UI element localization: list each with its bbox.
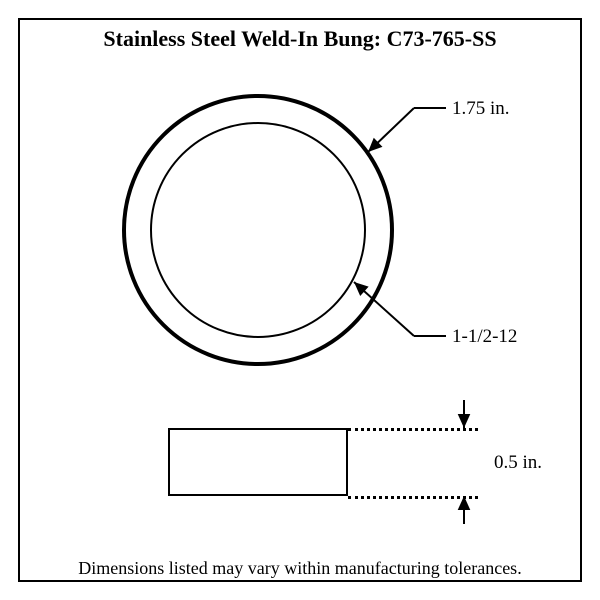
extension-line-bottom <box>348 496 478 499</box>
extension-line-top <box>348 428 478 431</box>
side-view-rect <box>168 428 348 496</box>
drawing-title: Stainless Steel Weld-In Bung: C73-765-SS <box>0 26 600 52</box>
height-label: 0.5 in. <box>494 452 542 474</box>
top-view-inner-circle <box>150 122 366 338</box>
thread-spec-label: 1-1/2-12 <box>452 326 517 348</box>
page: Stainless Steel Weld-In Bung: C73-765-SS… <box>0 0 600 600</box>
tolerance-footnote: Dimensions listed may vary within manufa… <box>0 558 600 579</box>
outer-diameter-label: 1.75 in. <box>452 98 510 120</box>
